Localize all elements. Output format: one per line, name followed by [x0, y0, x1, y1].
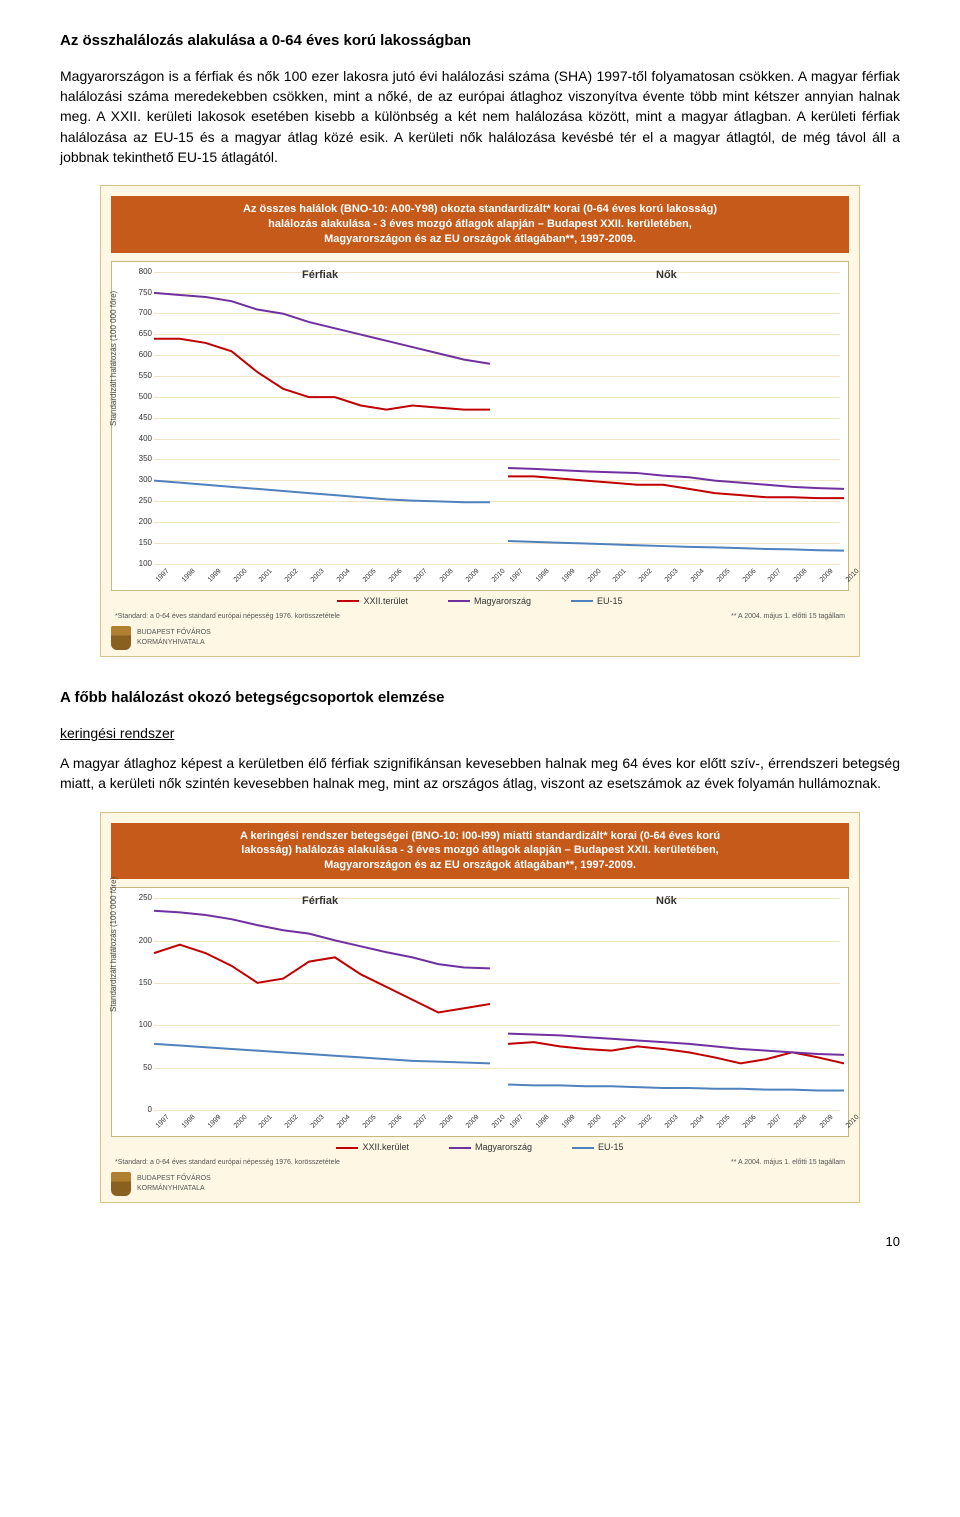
crest-icon [111, 1172, 131, 1196]
section1-para: Magyarországon is a férfiak és nők 100 e… [60, 66, 900, 167]
chart2-footnotes: *Standard: a 0-64 éves standard európai … [111, 1158, 849, 1168]
chart1-legend: XXII.terület Magyarország EU-15 [111, 595, 849, 608]
chart1-frame: Az összes halálok (BNO-10: A00-Y98) okoz… [100, 185, 860, 657]
page-number: 10 [60, 1233, 900, 1252]
chart2-frame: A keringési rendszer betegségei (BNO-10:… [100, 812, 860, 1204]
section1-title: Az összhalálozás alakulása a 0-64 éves k… [60, 30, 900, 52]
chart2-crest-row: BUDAPEST FŐVÁROS KORMÁNYHIVATALA [111, 1172, 849, 1196]
legend-item: EU-15 [571, 595, 623, 608]
legend-item: Magyarország [449, 1141, 532, 1154]
chart1-footnote-left: *Standard: a 0-64 éves standard európai … [115, 612, 340, 622]
legend-item: Magyarország [448, 595, 531, 608]
crest-icon [111, 626, 131, 650]
chart1-title: Az összes halálok (BNO-10: A00-Y98) okoz… [111, 196, 849, 253]
chart1-plot: 1001502002503003504004505005506006507007… [111, 261, 849, 591]
chart2-footnote-right: ** A 2004. május 1. előtti 15 tagállam [731, 1158, 845, 1168]
crest-text: BUDAPEST FŐVÁROS KORMÁNYHIVATALA [137, 628, 211, 648]
section2-sub: keringési rendszer [60, 723, 900, 743]
chart1-crest-row: BUDAPEST FŐVÁROS KORMÁNYHIVATALA [111, 626, 849, 650]
chart2-title: A keringési rendszer betegségei (BNO-10:… [111, 823, 849, 880]
chart1-footnotes: *Standard: a 0-64 éves standard európai … [111, 612, 849, 622]
legend-item: XXII.terület [337, 595, 408, 608]
chart2-legend: XXII.kerület Magyarország EU-15 [111, 1141, 849, 1154]
crest-text: BUDAPEST FŐVÁROS KORMÁNYHIVATALA [137, 1174, 211, 1194]
section2-para: A magyar átlaghoz képest a kerületben él… [60, 753, 900, 794]
section2-title: A főbb halálozást okozó betegségcsoporto… [60, 687, 900, 709]
legend-item: EU-15 [572, 1141, 624, 1154]
chart2-plot: 050100150200250Standardizált halálozás (… [111, 887, 849, 1137]
chart1-footnote-right: ** A 2004. május 1. előtti 15 tagállam [731, 612, 845, 622]
legend-item: XXII.kerület [336, 1141, 409, 1154]
chart2-footnote-left: *Standard: a 0-64 éves standard európai … [115, 1158, 340, 1168]
